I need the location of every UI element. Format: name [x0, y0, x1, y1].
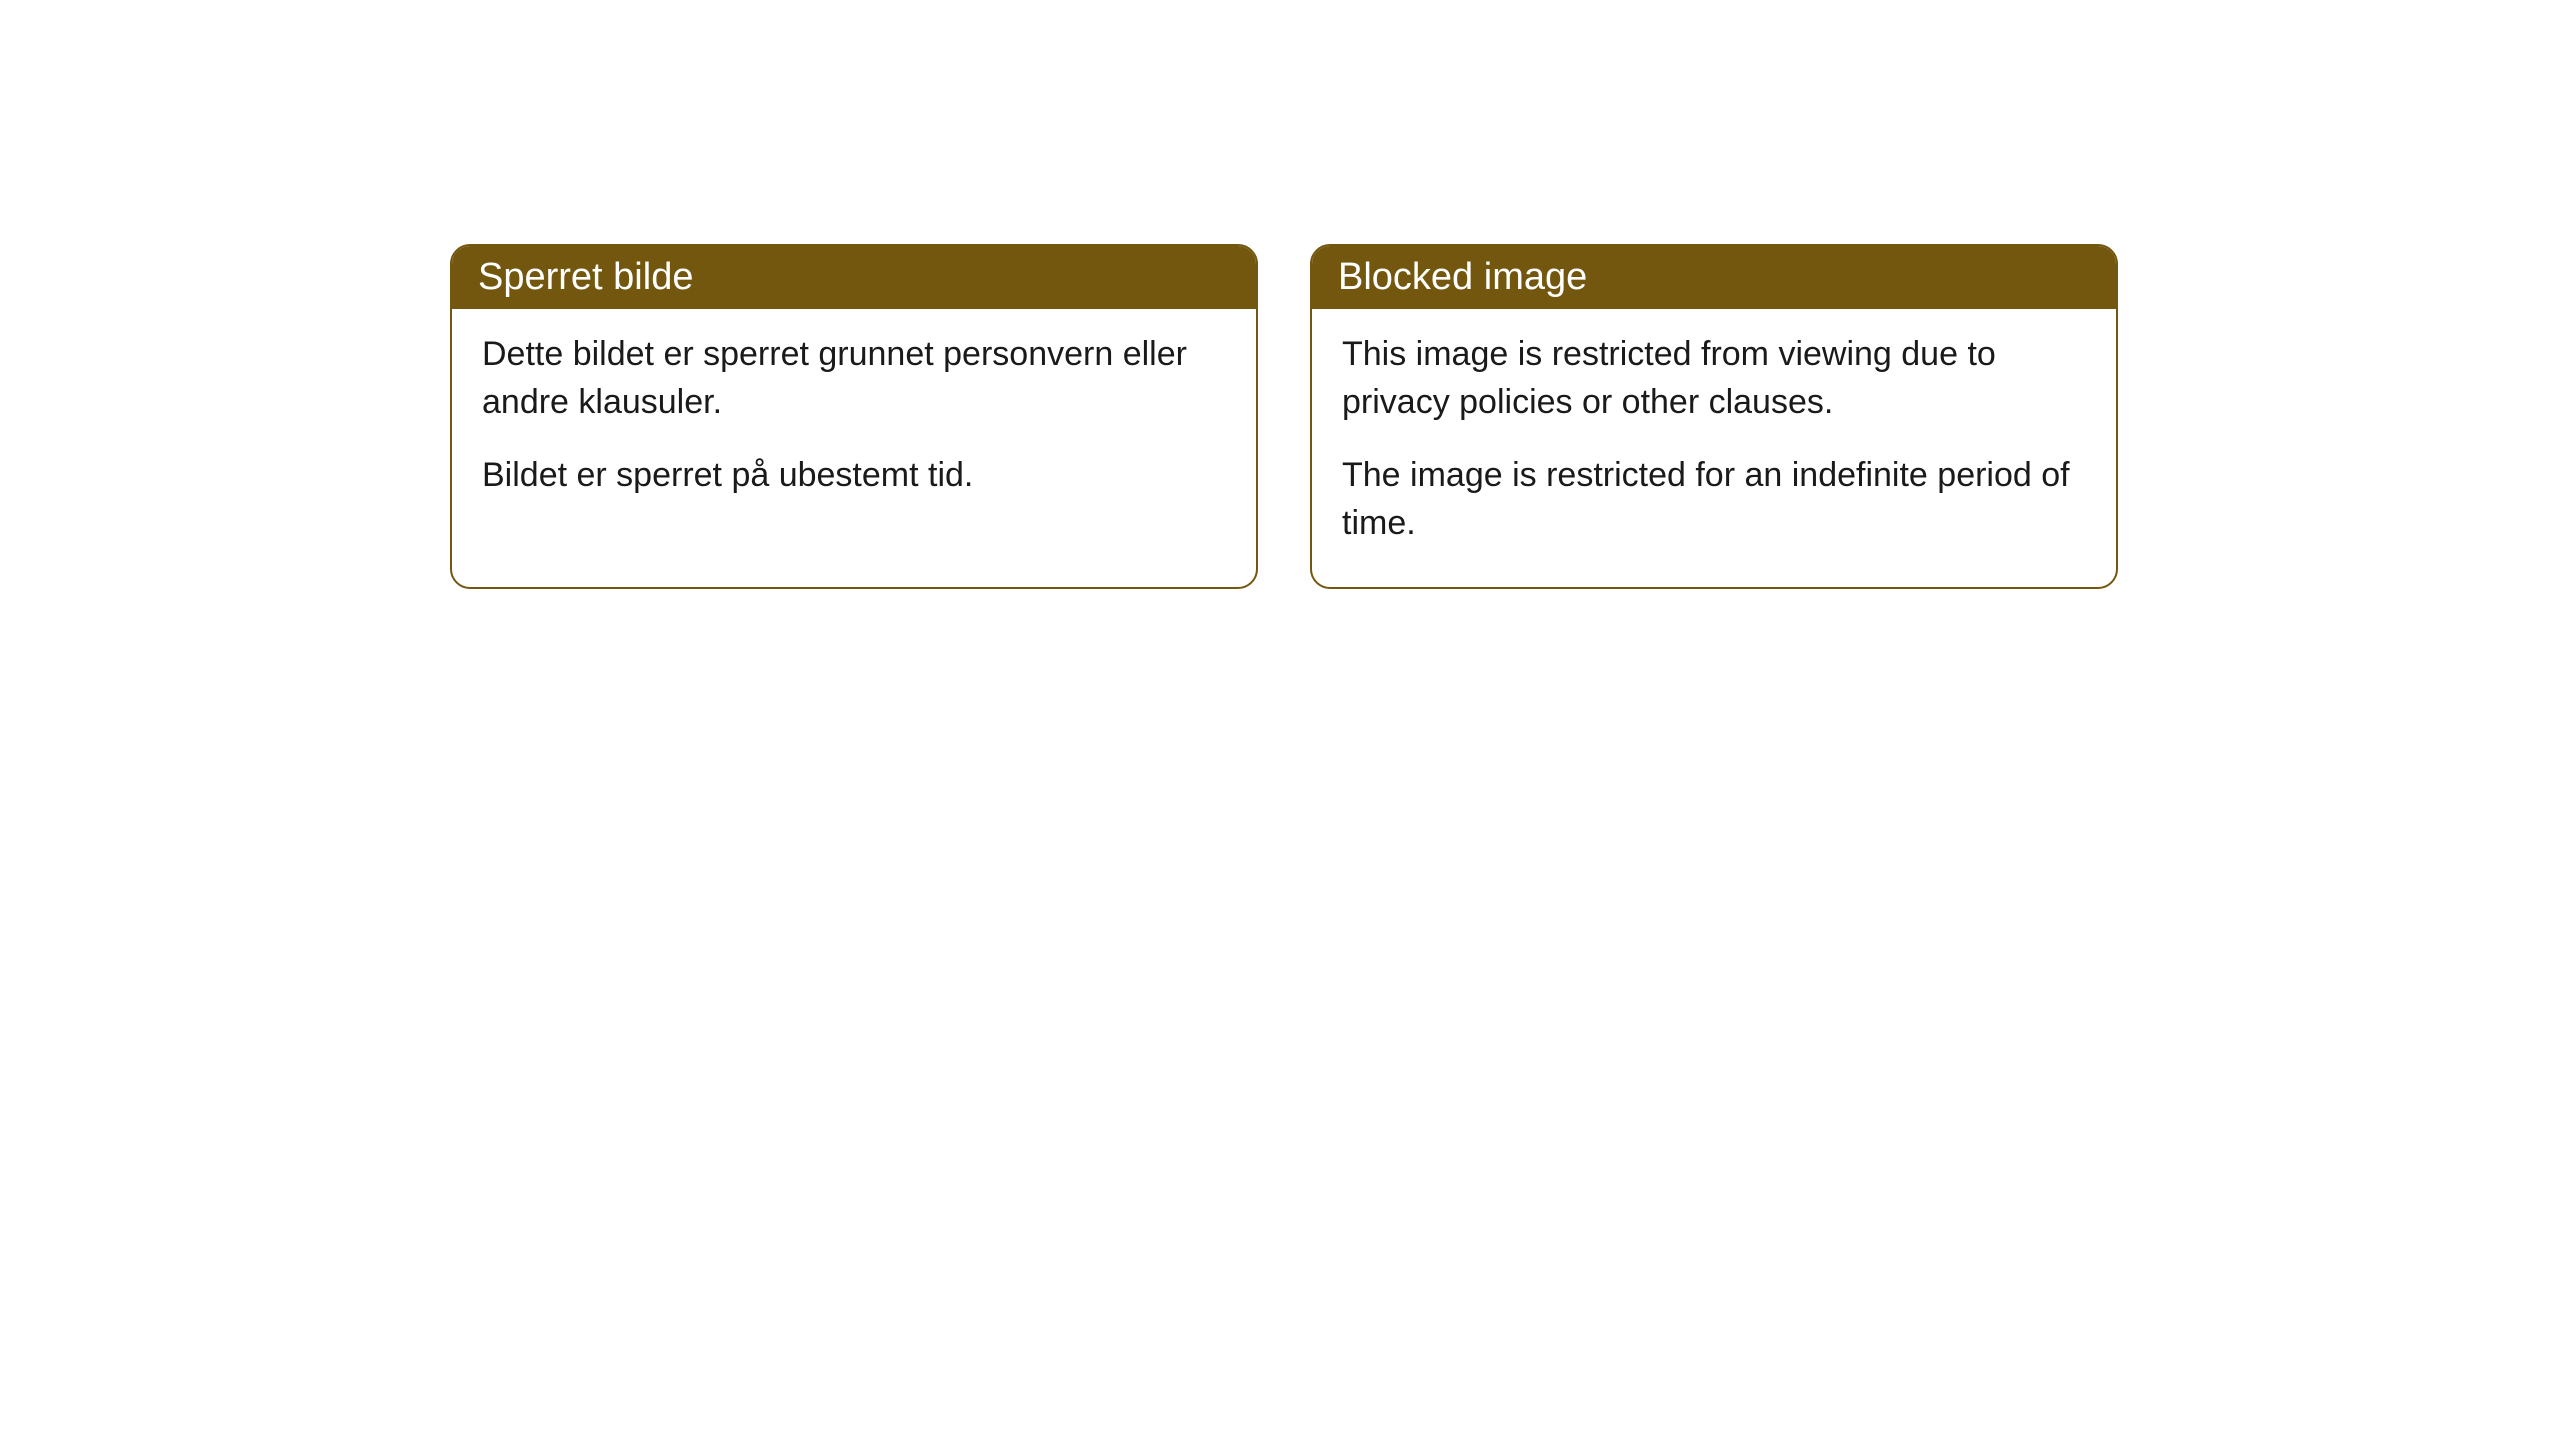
card-paragraph-2: Bildet er sperret på ubestemt tid. [482, 452, 1226, 500]
blocked-image-card-english: Blocked image This image is restricted f… [1310, 244, 2118, 589]
cards-container: Sperret bilde Dette bildet er sperret gr… [0, 0, 2560, 589]
card-paragraph-1: This image is restricted from viewing du… [1342, 331, 2086, 426]
blocked-image-card-norwegian: Sperret bilde Dette bildet er sperret gr… [450, 244, 1258, 589]
card-body: Dette bildet er sperret grunnet personve… [452, 309, 1256, 540]
card-header: Blocked image [1312, 246, 2116, 309]
card-title: Blocked image [1338, 256, 1587, 298]
card-body: This image is restricted from viewing du… [1312, 309, 2116, 587]
card-paragraph-1: Dette bildet er sperret grunnet personve… [482, 331, 1226, 426]
card-title: Sperret bilde [478, 256, 693, 298]
card-paragraph-2: The image is restricted for an indefinit… [1342, 452, 2086, 547]
card-header: Sperret bilde [452, 246, 1256, 309]
